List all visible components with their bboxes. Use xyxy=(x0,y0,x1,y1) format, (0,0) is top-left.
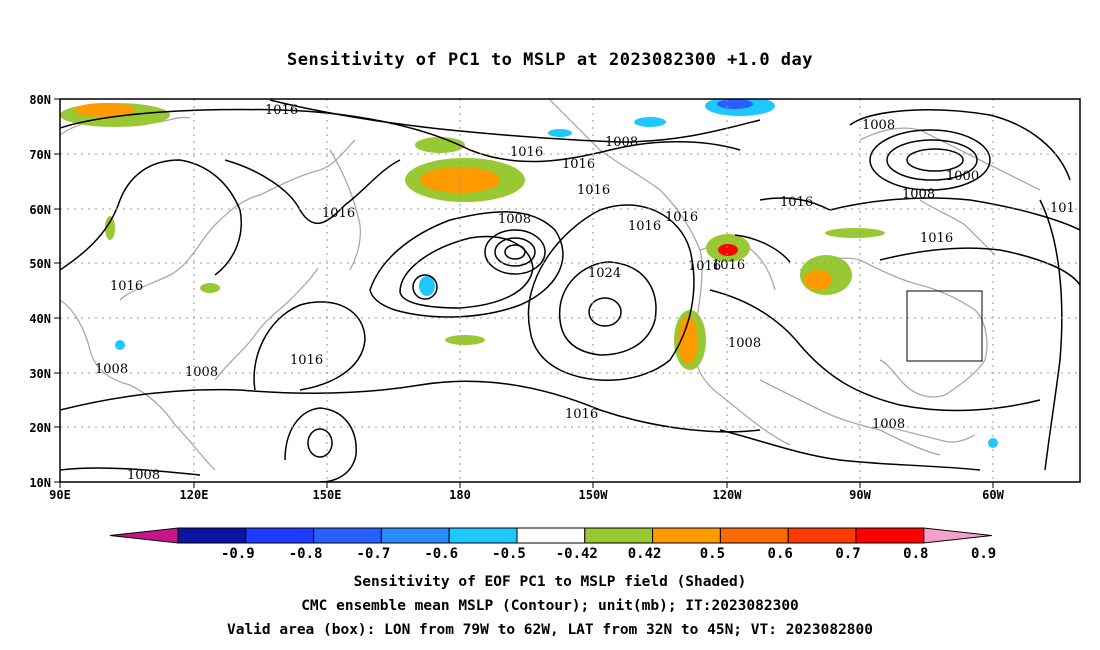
colorbar-swatch xyxy=(787,527,857,544)
colorbar-tick-label: 0.42 xyxy=(628,546,662,562)
isobar-label: 1016 xyxy=(688,259,721,274)
isobar-label: 1016 xyxy=(110,279,143,294)
lat-tick-label: 20N xyxy=(29,421,51,435)
isobar-label: 1016 xyxy=(565,407,598,422)
colorbar-swatch xyxy=(177,527,247,544)
footer-line-2: CMC ensemble mean MSLP (Contour); unit(m… xyxy=(301,598,799,614)
isobar-label: 1016 xyxy=(562,157,595,172)
lon-tick-label: 90E xyxy=(49,488,71,502)
isobar-label: 1024 xyxy=(588,266,621,281)
colorbar-tick-label: -0.6 xyxy=(424,546,458,562)
isobar-label: 1016 xyxy=(510,145,543,160)
figure-title: Sensitivity of PC1 to MSLP at 2023082300… xyxy=(286,50,813,70)
isobar-labels: 1016 1008 1016 1016 1016 1008 1016 1016 … xyxy=(95,103,1075,483)
isobar-label: 1016 xyxy=(780,195,813,210)
map-frame xyxy=(59,98,1081,483)
lon-tick-label: 150E xyxy=(313,488,342,502)
isobar-label: 1016 xyxy=(665,210,698,225)
lat-ticks xyxy=(54,98,60,483)
colorbar-tick-label: -0.9 xyxy=(221,546,255,562)
lon-ticks xyxy=(59,482,994,488)
isobar-label: 1008 xyxy=(872,417,905,432)
colorbar-tick-label: -0.5 xyxy=(492,546,526,562)
lon-tick-label: 180 xyxy=(449,488,471,502)
lat-tick-label: 70N xyxy=(29,148,51,162)
graticule xyxy=(60,99,1080,482)
colorbar-tick-label: -0.42 xyxy=(556,546,598,562)
colorbar-tick-label: 0.9 xyxy=(971,546,996,562)
colorbar-swatch xyxy=(652,527,721,544)
lon-tick-label: 120W xyxy=(713,488,743,502)
lat-tick-label: 60N xyxy=(29,203,51,217)
footer-line-1: Sensitivity of EOF PC1 to MSLP field (Sh… xyxy=(353,574,747,590)
isobar-label: 1008 xyxy=(728,336,761,351)
lon-tick-label: 90W xyxy=(849,488,871,502)
colorbar-swatch xyxy=(584,527,654,544)
lat-tick-label: 30N xyxy=(29,367,51,381)
colorbar-swatch xyxy=(313,527,382,544)
isobar-label: 1016 xyxy=(628,219,661,234)
isobar-label: 1016 xyxy=(290,353,323,368)
isobar-label: 1008 xyxy=(862,118,895,133)
colorbar-swatch xyxy=(719,527,789,544)
colorbar-swatch xyxy=(855,527,925,544)
isobar-label: 1016 xyxy=(920,231,953,246)
isobar-label: 1016 xyxy=(322,206,355,221)
valid-area-box xyxy=(906,290,983,362)
lon-tick-label: 60W xyxy=(982,488,1004,502)
shading-negative-sensitivity xyxy=(115,99,998,448)
colorbar-tick-label: 0.8 xyxy=(903,546,928,562)
lat-tick-label: 40N xyxy=(29,312,51,326)
latitude-axis: 80N 70N 60N 50N 40N 30N 20N 10N xyxy=(29,93,51,490)
isobar-label: 1008 xyxy=(127,468,160,483)
isobar-label: 1008 xyxy=(498,212,531,227)
lon-tick-label: 150W xyxy=(579,488,609,502)
lat-tick-label: 50N xyxy=(29,257,51,271)
isobar-label: 1008 xyxy=(95,362,128,377)
colorbar-swatch xyxy=(380,527,450,544)
footer-line-3: Valid area (box): LON from 79W to 62W, L… xyxy=(226,622,873,638)
shading-positive-sensitivity xyxy=(60,103,885,370)
colorbar-tick-label: 0.5 xyxy=(700,546,725,562)
colorbar-tick-label: -0.7 xyxy=(357,546,391,562)
colorbar-tick-label: 0.7 xyxy=(835,546,860,562)
colorbar-swatch xyxy=(448,527,518,544)
mslp-contours xyxy=(60,99,1080,482)
colorbar-swatch xyxy=(516,527,586,544)
colorbar-tick-label: 0.6 xyxy=(768,546,793,562)
isobar-label: 1008 xyxy=(605,135,638,150)
lat-tick-label: 10N xyxy=(29,476,51,490)
lon-tick-label: 120E xyxy=(180,488,209,502)
isobar-label: 1016 xyxy=(265,103,298,118)
colorbar-tick-label: -0.8 xyxy=(289,546,323,562)
colorbar-min-arrow xyxy=(109,527,179,544)
longitude-axis: 90E 120E 150E 180 150W 120W 90W 60W xyxy=(49,488,1004,502)
colorbar: -0.9 -0.8 -0.7 -0.6 -0.5 -0.42 0.42 0.5 0.6 0.7 0.… xyxy=(109,527,996,562)
isobar-label: 1016 xyxy=(577,183,610,198)
colorbar-swatch xyxy=(245,527,315,544)
isobar-label: 1000 xyxy=(946,169,979,184)
colorbar-max-arrow xyxy=(923,527,992,544)
lat-tick-label: 80N xyxy=(29,93,51,107)
isobar-label: 1016 xyxy=(712,258,745,273)
isobar-label: 1008 xyxy=(902,187,935,202)
